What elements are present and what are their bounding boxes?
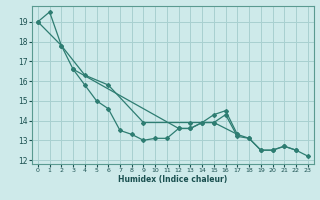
X-axis label: Humidex (Indice chaleur): Humidex (Indice chaleur) xyxy=(118,175,228,184)
